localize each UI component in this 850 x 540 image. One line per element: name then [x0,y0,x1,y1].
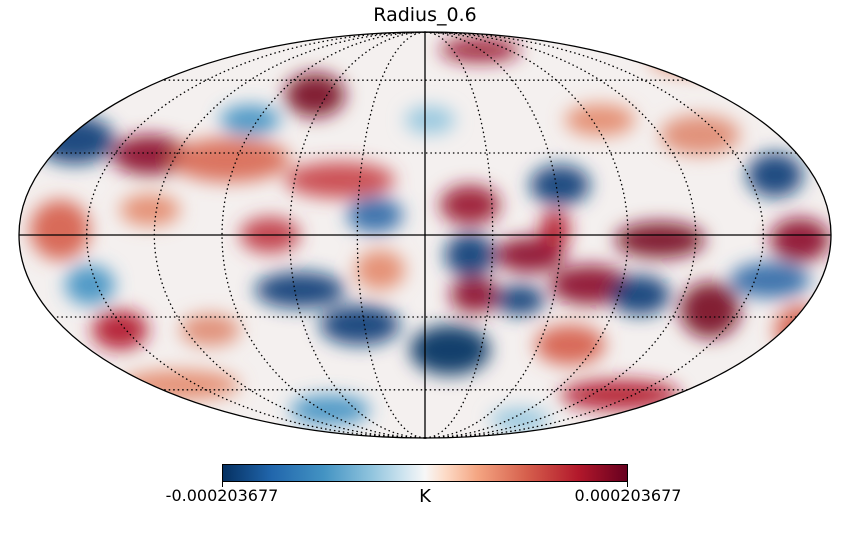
field-anomaly-26 [410,325,490,375]
field-anomaly-12 [660,115,740,155]
map-title: Radius_0.6 [373,4,477,26]
field-anomaly-24 [255,272,345,308]
field-anomaly-37 [290,395,370,425]
field-anomaly-17 [445,233,495,277]
meridian-line [424,31,561,439]
field-anomaly-6 [285,162,395,198]
field-anomaly-27 [355,250,405,290]
field-anomaly-2 [35,116,115,164]
mollweide-map [18,31,832,439]
field-anomaly-22 [680,282,740,338]
field-anomaly-14 [770,218,830,262]
field-anomaly-13 [747,153,803,197]
field-anomaly-20 [495,285,545,315]
colorbar [222,464,628,482]
field-anomaly-38 [490,408,550,432]
field-anomaly-5 [170,138,290,182]
field-anomaly-3 [120,194,180,226]
field-anomaly-0 [285,73,345,117]
field-anomaly-9 [440,185,500,225]
field-anomaly-1 [112,135,188,175]
field-anomaly-35 [220,105,280,135]
field-anomaly-28 [92,310,148,350]
colorbar-min-label: -0.000203677 [165,486,279,505]
field-anomaly-32 [120,370,240,400]
field-anomaly-30 [535,325,605,365]
field-anomaly-34 [650,45,750,75]
field-anomaly-39 [65,265,115,305]
field-anomaly-15 [615,222,705,258]
map-boundary [18,31,832,439]
graticule [19,31,831,439]
colorbar-max-label: 0.000203677 [574,486,682,505]
colorbar-min-tick [222,482,223,487]
field-anomaly-8 [347,197,403,233]
meridian-line [424,31,764,439]
field-anomaly-41 [540,210,570,250]
meridian-line [289,31,426,439]
field-anomaly-23 [730,262,810,298]
field-anomaly-19 [450,277,500,313]
field-anomaly-4 [30,200,90,260]
field-anomaly-36 [405,106,455,134]
colorbar-max-tick [627,482,628,487]
field-anomaly-31 [560,380,680,410]
field-anomaly-21 [610,275,670,315]
colorbar-unit-label: K [419,486,431,507]
field-anomaly-10 [530,165,590,205]
field-anomaly-25 [320,305,400,345]
field-anomaly-29 [180,314,240,346]
field-anomaly-11 [565,104,635,136]
